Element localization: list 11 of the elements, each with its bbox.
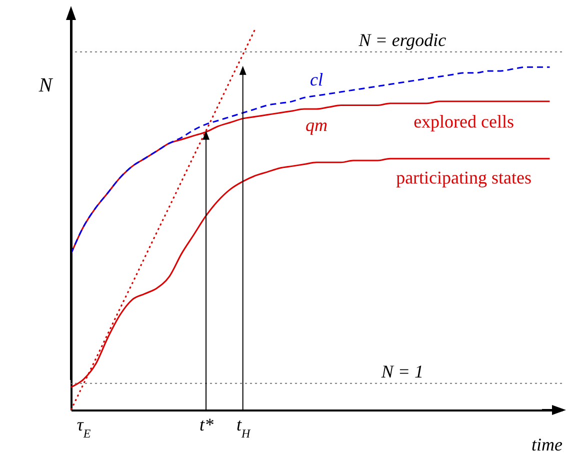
annotation: N = 1 xyxy=(380,361,424,382)
series-label: cl xyxy=(310,70,323,90)
series-label: qm xyxy=(306,115,328,136)
x-tick-label: τ$_{E}$ xyxy=(76,414,92,440)
x-axis-title: time xyxy=(532,434,562,454)
ref-line-label: N = ergodic xyxy=(358,30,446,50)
annotation: explored cells xyxy=(414,111,514,132)
x-tick-label: t* xyxy=(200,414,214,434)
y-axis-title: N xyxy=(38,74,54,96)
series-label: participating states xyxy=(396,168,532,188)
x-tick-label: t$_{H}$ xyxy=(236,414,252,440)
